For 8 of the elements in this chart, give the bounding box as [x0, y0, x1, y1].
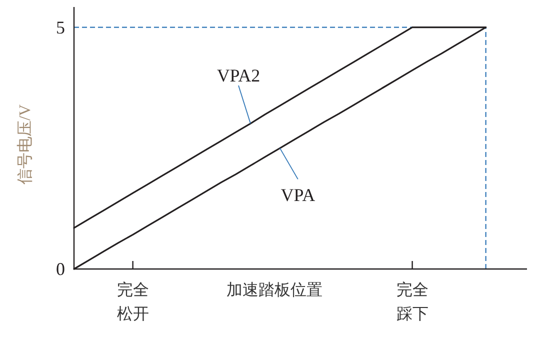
series-label: VPA — [280, 185, 316, 206]
x-tick-label: 完全踩下 — [396, 281, 428, 323]
y-tick-label: 5 — [56, 17, 65, 38]
x-tick-label: 完全松开 — [116, 281, 149, 323]
y-axis-title: 信号电压/V — [16, 104, 34, 184]
x-axis-title: 加速踏板位置 — [226, 281, 323, 299]
series-label: VPA2 — [216, 66, 260, 86]
y-tick-label: 0 — [56, 259, 65, 279]
